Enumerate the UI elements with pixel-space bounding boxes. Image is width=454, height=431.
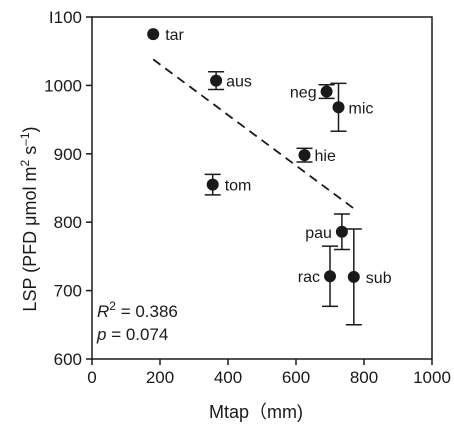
- x-tick-label: 1000: [413, 368, 451, 387]
- r-squared-sup: 2: [109, 299, 116, 313]
- data-point-pau: pau: [305, 213, 350, 251]
- point-marker: [210, 74, 223, 87]
- y-tick-label: 1000: [44, 76, 82, 95]
- data-point-tar: tar: [147, 27, 185, 44]
- point-marker: [298, 149, 311, 162]
- point-label: neg: [290, 85, 317, 102]
- point-marker: [320, 85, 333, 98]
- y-axis-title-end: ): [20, 126, 40, 132]
- r-squared-annotation: R2 = 0.386: [97, 299, 178, 321]
- point-label: tar: [165, 27, 184, 44]
- y-axis-title-sup1: 2: [18, 159, 32, 166]
- trendline-group: [152, 58, 355, 210]
- x-axis-title: Mtap（mm): [209, 402, 303, 422]
- y-axis-title-sup2: –1: [18, 132, 32, 146]
- data-point-tom: tom: [204, 173, 252, 196]
- p-value-annotation: p = 0.074: [96, 325, 168, 344]
- y-tick-label: 900: [54, 145, 82, 164]
- r-squared-value: = 0.386: [116, 302, 178, 321]
- x-tick-label: 600: [282, 368, 310, 387]
- point-marker: [332, 101, 345, 114]
- point-label: sub: [366, 270, 392, 287]
- r-squared-symbol: R: [97, 302, 109, 321]
- y-tick-label: 800: [54, 213, 82, 232]
- y-axis-title-main: LSP (PFD μmol m: [20, 166, 40, 311]
- y-tick-label: 700: [54, 282, 82, 301]
- data-points-group: tar aus neg mic hie tom pau rac sub: [147, 27, 392, 326]
- data-point-mic: mic: [330, 82, 374, 132]
- data-point-hie: hie: [296, 147, 336, 165]
- p-symbol: p: [96, 325, 106, 344]
- point-marker: [206, 178, 219, 191]
- y-axis-title-mid: s: [20, 146, 40, 160]
- point-marker: [324, 270, 336, 283]
- data-point-rac: rac: [298, 245, 338, 308]
- point-marker: [347, 270, 360, 283]
- point-label: tom: [225, 178, 252, 195]
- p-value: = 0.074: [106, 325, 168, 344]
- x-tick-label: 200: [146, 368, 174, 387]
- point-label: hie: [315, 148, 336, 165]
- trend-line: [152, 58, 355, 210]
- plot-frame: [91, 16, 433, 360]
- y-tick-label: 600: [54, 350, 82, 369]
- point-label: pau: [305, 225, 332, 242]
- y-axis-title: LSP (PFD μmol m2 s–1): [18, 126, 40, 311]
- x-tick-label: 800: [350, 368, 378, 387]
- data-point-neg: neg: [290, 83, 335, 102]
- x-tick-label: 0: [87, 368, 96, 387]
- data-point-aus: aus: [208, 70, 252, 91]
- point-label: mic: [349, 100, 374, 117]
- axes: 0 200 400 600 800 1000 600 700 800 900 1000 I100: [44, 8, 451, 387]
- point-marker: [147, 28, 160, 41]
- data-point-sub: sub: [345, 228, 392, 326]
- point-marker: [335, 225, 348, 238]
- y-tick-label: I100: [49, 8, 82, 27]
- x-tick-label: 400: [214, 368, 242, 387]
- point-label: aus: [226, 74, 252, 91]
- point-label: rac: [298, 269, 320, 286]
